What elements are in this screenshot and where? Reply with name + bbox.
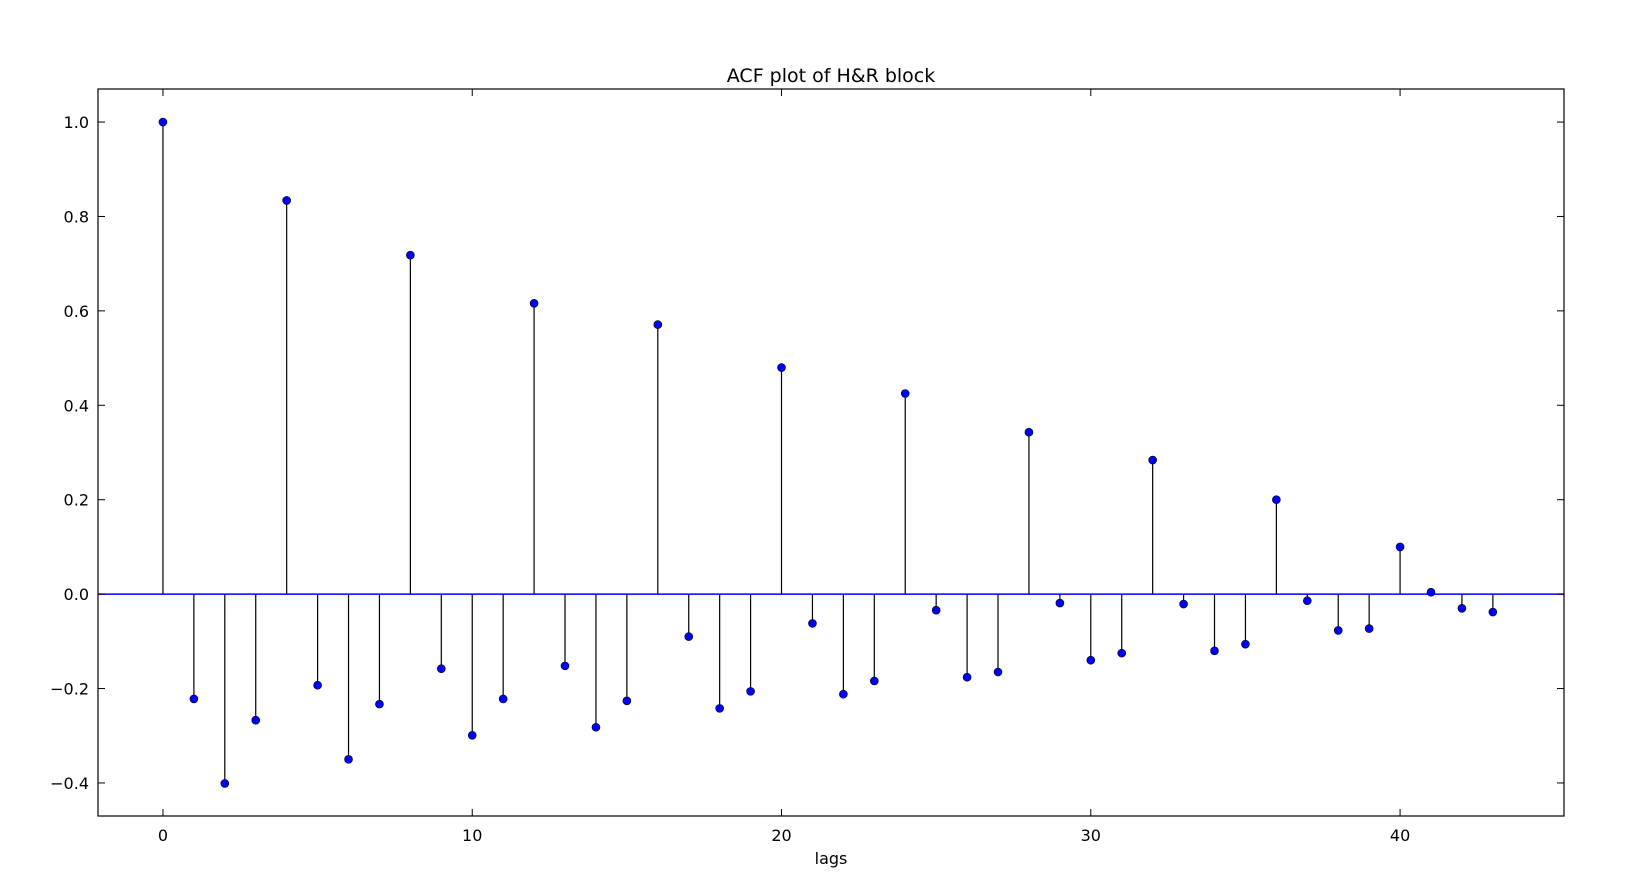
stem-marker: [1179, 599, 1188, 609]
stem-marker: [1117, 648, 1127, 658]
stem-marker: [684, 632, 694, 641]
stem-marker: [839, 689, 848, 699]
stem-marker: [1055, 598, 1065, 608]
stem-marker: [220, 779, 230, 788]
stem-marker: [746, 687, 755, 696]
chart-title: ACF plot of H&R block: [727, 65, 935, 87]
y-tick-label: −0.2: [50, 680, 89, 699]
y-tick-label: 0.6: [64, 302, 89, 321]
y-tick-label: 0.2: [64, 491, 89, 510]
y-tick-label: 0.8: [64, 207, 89, 226]
stem-marker: [1364, 624, 1374, 633]
stem-marker: [529, 299, 539, 308]
stem-marker: [1241, 639, 1250, 649]
stem-marker: [653, 320, 663, 329]
x-tick-label: 10: [462, 826, 482, 845]
x-tick-label: 30: [1081, 826, 1101, 845]
stem-marker: [313, 680, 322, 690]
stem-marker: [900, 389, 910, 398]
x-tick-label: 0: [158, 826, 168, 845]
y-tick-label: 0.0: [64, 585, 89, 604]
stem-marker: [1272, 495, 1281, 505]
stem-marker: [715, 704, 724, 713]
stem-marker: [375, 699, 384, 709]
y-tick-label: −0.4: [50, 774, 89, 793]
stem-marker: [962, 672, 972, 682]
stem-marker: [1148, 455, 1157, 465]
stem-marker: [406, 250, 415, 260]
stem-marker: [591, 722, 601, 732]
stem-marker: [1302, 596, 1312, 606]
stem-marker: [1210, 646, 1219, 656]
stem-marker: [467, 730, 477, 740]
plot-area: [98, 117, 1564, 788]
stem-marker: [498, 694, 508, 704]
stem-marker: [1488, 607, 1498, 617]
stem-marker: [282, 196, 291, 205]
stem-marker: [560, 661, 570, 671]
stem-marker: [1024, 427, 1034, 437]
axes-frame: [97, 88, 1565, 817]
stem-marker: [777, 363, 786, 372]
stem-marker: [189, 694, 199, 704]
y-tick-label: 1.0: [64, 113, 89, 132]
stem-marker: [251, 715, 261, 725]
stem-marker: [931, 605, 941, 615]
stem-marker: [1086, 655, 1096, 665]
axes: 0 10 20 30 40 1.0 0.8 0.6 0.4 0.2 0.0 −0.2 −0.4: [50, 88, 1565, 845]
stem-marker: [1457, 603, 1467, 613]
stem-marker: [869, 676, 879, 686]
y-tick-label: 0.4: [64, 396, 89, 415]
stem-marker: [808, 619, 817, 628]
stem-marker: [622, 696, 632, 706]
x-tick-label: 20: [771, 826, 791, 845]
x-tick-label: 40: [1390, 826, 1410, 845]
stem-marker: [993, 667, 1003, 677]
stem-marker: [437, 664, 446, 674]
stem-marker: [1426, 587, 1436, 597]
stem-marker: [1395, 542, 1405, 552]
stem-marker: [1333, 626, 1343, 635]
x-axis-label: lags: [815, 849, 848, 868]
stem-marker: [344, 755, 353, 764]
stem-marker: [158, 117, 168, 127]
